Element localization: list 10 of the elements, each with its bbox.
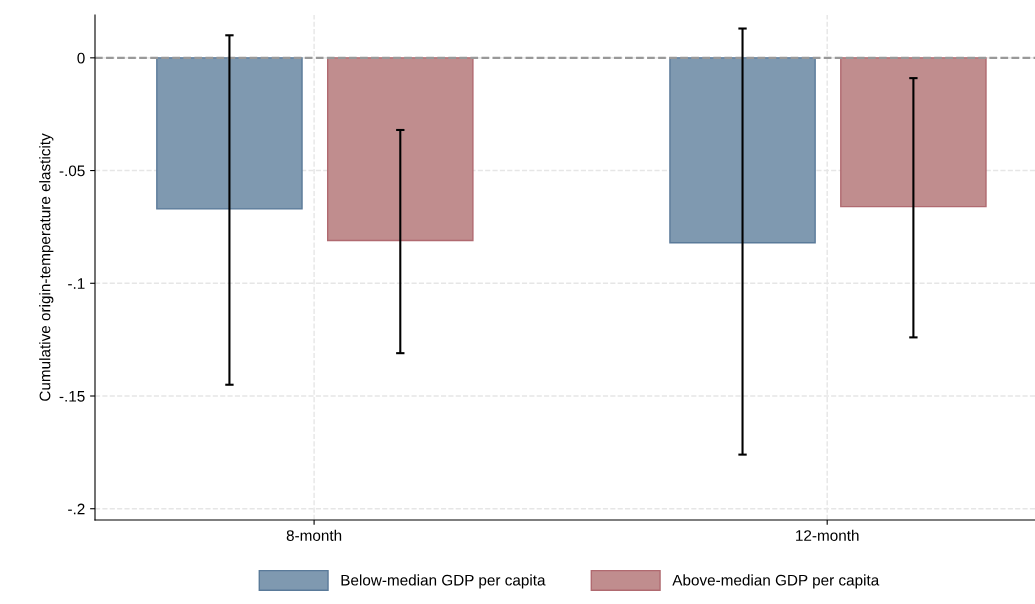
legend-label: Below-median GDP per capita bbox=[341, 574, 546, 589]
y-tick-label: 0 bbox=[77, 52, 85, 64]
y-tick-label: -.2 bbox=[68, 503, 85, 515]
x-tick-label: 8-month bbox=[286, 529, 342, 541]
x-tick-label: 12-month bbox=[796, 529, 859, 541]
y-tick-label: -.15 bbox=[59, 391, 85, 402]
y-tick-label: -.05 bbox=[59, 165, 85, 177]
legend-label: Above-median GDP per capita bbox=[672, 574, 880, 589]
y-tick-label: -.1 bbox=[68, 278, 85, 289]
y-axis-title: Cumulative origin-temperature elasticity bbox=[39, 133, 54, 401]
